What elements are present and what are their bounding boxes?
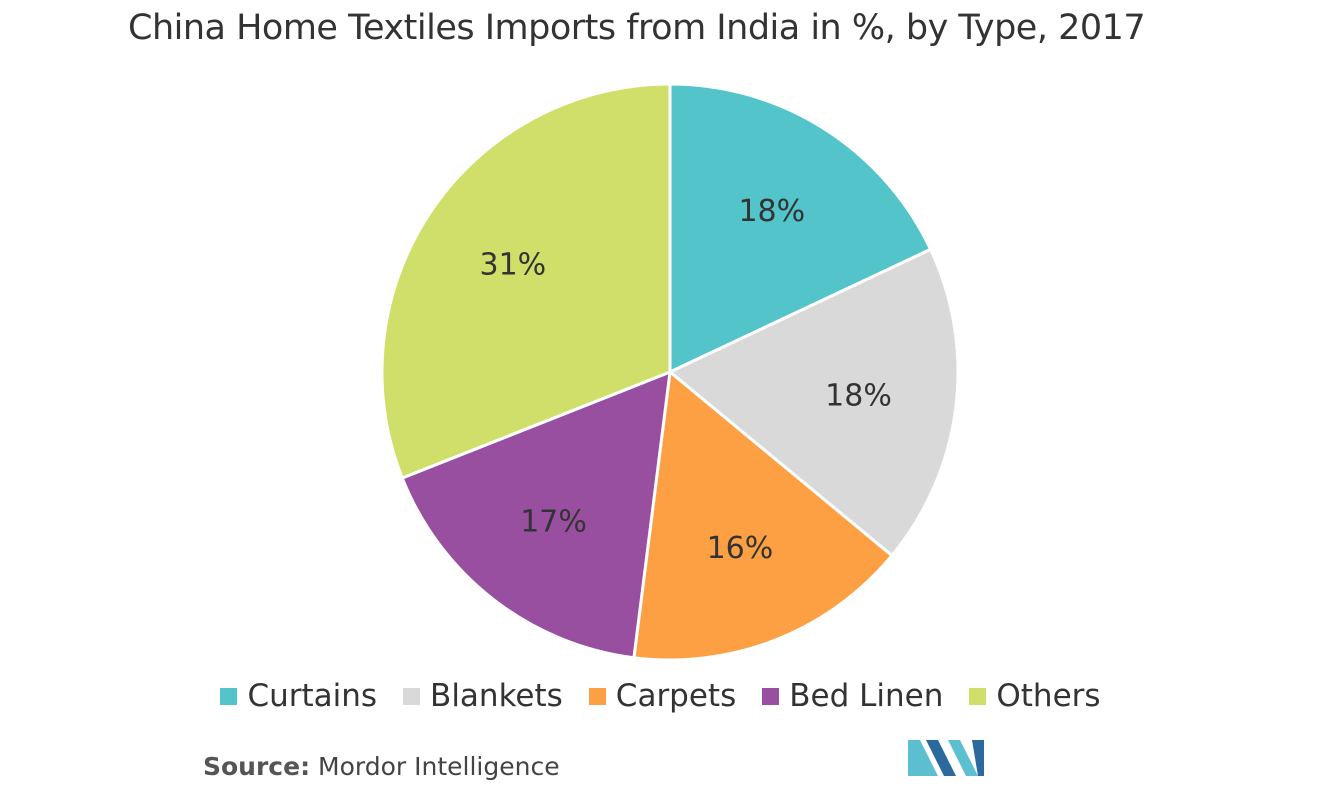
slice-label-curtains: 18% bbox=[738, 194, 805, 229]
legend-item-curtains: Curtains bbox=[220, 678, 377, 714]
legend-label: Curtains bbox=[247, 678, 378, 714]
slice-label-blankets: 18% bbox=[825, 378, 892, 413]
legend-label: Others bbox=[996, 678, 1101, 714]
slice-label-bed-linen: 17% bbox=[520, 505, 587, 540]
pie-slice-curtains bbox=[668, 82, 933, 375]
source-label: Source: bbox=[203, 752, 311, 781]
slice-label-others: 31% bbox=[480, 248, 547, 283]
legend-label: Blankets bbox=[430, 678, 563, 714]
legend-swatch bbox=[220, 687, 238, 705]
chart-legend: Curtains Blankets Carpets Bed Linen Others bbox=[0, 678, 1321, 714]
pie-slice-bed-linen bbox=[400, 369, 672, 660]
pie-labels: 18% 18% 16% 17% 31% bbox=[480, 194, 892, 566]
slice-label-carpets: 16% bbox=[707, 531, 774, 566]
legend-item-bed-linen: Bed Linen bbox=[762, 678, 943, 714]
legend-swatch bbox=[762, 687, 780, 705]
pie-slice-others bbox=[380, 82, 672, 480]
pie-slice-carpets bbox=[632, 369, 895, 662]
chart-title: China Home Textiles Imports from India i… bbox=[128, 8, 1146, 48]
legend-swatch bbox=[403, 687, 421, 705]
legend-item-blankets: Blankets bbox=[403, 678, 563, 714]
source-note: Source: Mordor Intelligence bbox=[203, 752, 560, 781]
legend-swatch bbox=[969, 687, 987, 705]
legend-swatch bbox=[588, 687, 606, 705]
pie-chart: 18% 18% 16% 17% 31% bbox=[380, 82, 960, 662]
pie-slices bbox=[380, 82, 960, 662]
mordor-intelligence-logo-icon bbox=[908, 740, 984, 776]
legend-item-others: Others bbox=[969, 678, 1101, 714]
legend-item-carpets: Carpets bbox=[588, 678, 737, 714]
legend-label: Bed Linen bbox=[789, 678, 944, 714]
legend-label: Carpets bbox=[615, 678, 737, 714]
source-text: Mordor Intelligence bbox=[318, 752, 560, 781]
pie-slice-blankets bbox=[667, 247, 960, 558]
